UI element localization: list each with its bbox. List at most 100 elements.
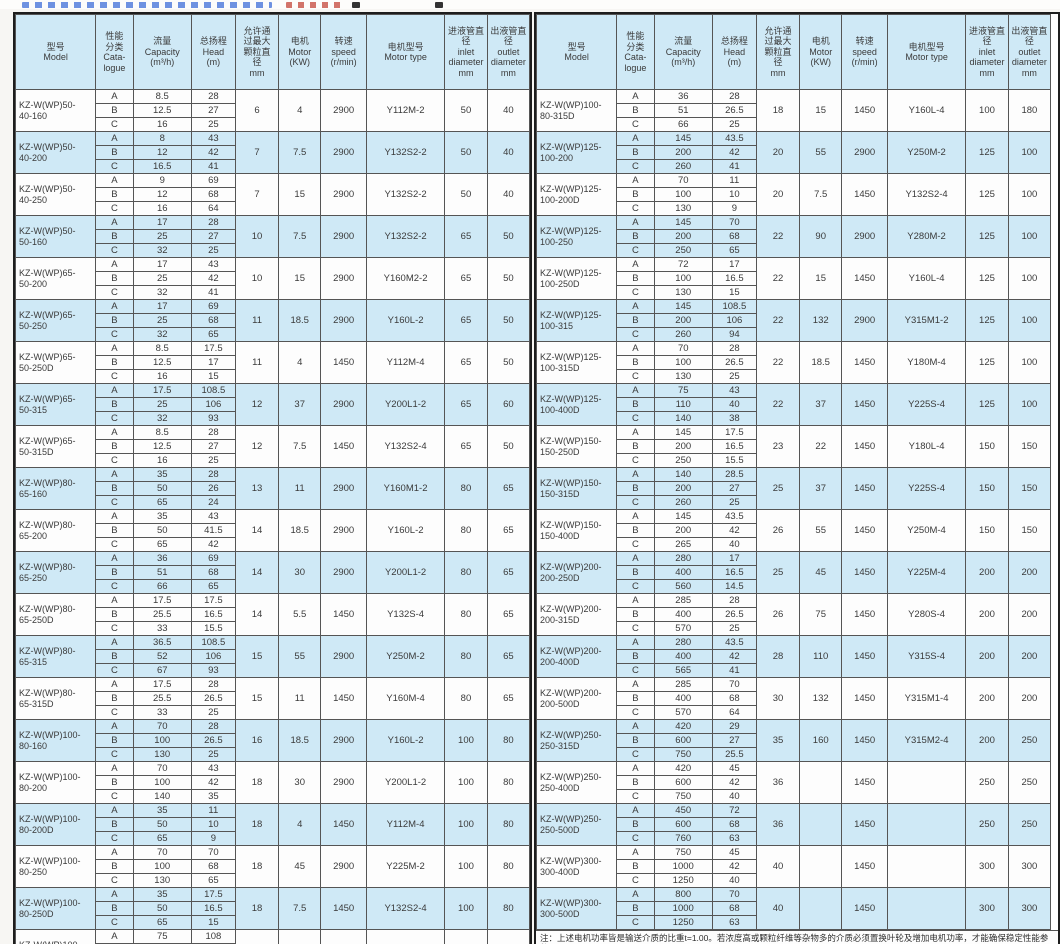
capacity-cell: 12	[132, 187, 192, 202]
catalogue-cell: C	[616, 705, 655, 720]
catalogue-cell: C	[95, 327, 134, 342]
header-row: 型号 Model 性能 分类 Cata-logue 流量 Capacity (m³/h) 总扬程…	[14, 14, 531, 90]
motor-type-cell: Y280M-2	[366, 929, 446, 944]
table-row: B 400 42	[537, 649, 1051, 664]
table-row: KZ-W(WP)200- 200-500D A 285 70 30 132 1450 Y315M…	[535, 677, 1052, 720]
model-cell: KZ-W(WP)80- 65-160	[14, 467, 97, 510]
outlet-cell: 200	[1007, 635, 1052, 678]
catalogue-cell: C	[616, 663, 655, 678]
head-cell: 68	[711, 817, 757, 832]
capacity-cell: 8.5	[132, 89, 192, 104]
outlet-cell: 80	[486, 761, 531, 804]
catalogue-cell: A	[95, 299, 134, 314]
head-cell: 68	[711, 691, 757, 706]
table-row: KZ-W(WP)125- 100-315D A 70 28 22 18.5 1450 Y180M…	[535, 341, 1052, 384]
head-cell: 70	[190, 845, 236, 860]
capacity-cell: 35	[132, 509, 192, 524]
table-row: C 33 25	[16, 705, 530, 720]
motor-cell: 18.5	[799, 341, 843, 384]
catalogue-cell: C	[616, 873, 655, 888]
table-row: C 67 93	[16, 663, 530, 678]
catalogue-cell: A	[95, 593, 134, 608]
capacity-cell: 36	[653, 89, 713, 104]
head-cell: 70	[711, 215, 757, 230]
outlet-cell: 100	[1007, 383, 1052, 426]
motor-cell: 37	[799, 383, 843, 426]
capacity-cell: 100	[653, 271, 713, 286]
table-row: B 100 68	[16, 859, 530, 874]
particle-cell: 18	[234, 761, 280, 804]
motor-type-cell: Y132S2-4	[366, 425, 446, 468]
header-motor: 电机 Motor (KW)	[278, 14, 322, 90]
head-cell: 27	[190, 439, 236, 454]
inlet-cell: 100	[444, 719, 488, 762]
head-cell: 70	[711, 677, 757, 692]
capacity-cell: 800	[653, 887, 713, 902]
cropped-title-fragment	[286, 2, 346, 8]
table-row: KZ-W(WP)100- 80-250D A 35 17.5 18 7.5 1450 Y132S…	[14, 887, 531, 930]
catalogue-cell: B	[95, 775, 134, 790]
catalogue-cell: C	[95, 117, 134, 132]
capacity-cell: 12.5	[132, 103, 192, 118]
catalogue-cell: C	[95, 705, 134, 720]
catalogue-cell: B	[95, 481, 134, 496]
header-capacity: 流量 Capacity (m³/h)	[132, 14, 192, 90]
table-row: KZ-W(WP)80- 65-200 A 35 43 14 18.5 2900 Y160L-2 8…	[14, 509, 531, 552]
catalogue-cell: A	[616, 131, 655, 146]
catalogue-cell: B	[95, 229, 134, 244]
capacity-cell: 100	[653, 355, 713, 370]
table-row: B 110 40	[537, 397, 1051, 412]
head-cell: 28	[190, 719, 236, 734]
catalogue-cell: A	[95, 425, 134, 440]
speed-cell: 2900	[320, 761, 368, 804]
inlet-cell: 65	[444, 425, 488, 468]
outlet-cell: 80	[486, 803, 531, 846]
catalogue-cell: B	[616, 775, 655, 790]
catalogue-cell: C	[616, 789, 655, 804]
capacity-cell: 1000	[653, 859, 713, 874]
catalogue-cell: C	[616, 327, 655, 342]
head-cell: 68	[190, 187, 236, 202]
head-cell: 108.5	[190, 635, 236, 650]
motor-type-cell: Y132S2-4	[366, 887, 446, 930]
head-cell: 17	[711, 257, 757, 272]
capacity-cell: 1250	[653, 915, 713, 930]
capacity-cell: 25	[132, 397, 192, 412]
model-cell: KZ-W(WP)100- 80-200	[14, 761, 97, 804]
outlet-cell: 300	[1007, 887, 1052, 930]
outlet-cell: 40	[486, 89, 531, 132]
table-row: B 600 68	[537, 817, 1051, 832]
motor-cell	[799, 761, 843, 804]
motor-cell: 15	[278, 173, 322, 216]
table-row: KZ-W(WP)150- 150-400D A 145 43.5 26 55 1450 Y250…	[535, 509, 1052, 552]
particle-cell: 25	[755, 551, 801, 594]
particle-cell: 22	[755, 215, 801, 258]
head-cell: 17	[190, 355, 236, 370]
catalogue-cell: B	[95, 649, 134, 664]
head-cell: 28.5	[711, 467, 757, 482]
head-cell: 63	[711, 915, 757, 930]
capacity-cell: 200	[653, 313, 713, 328]
table-row: KZ-W(WP)80- 65-250D A 17.5 17.5 14 5.5 1450 Y132…	[14, 593, 531, 636]
capacity-cell: 130	[132, 873, 192, 888]
capacity-cell: 9	[132, 173, 192, 188]
model-cell: KZ-W(WP)100- 80-250D	[14, 887, 97, 930]
capacity-cell: 65	[132, 831, 192, 846]
header-speed: 转速 speed (r/min)	[841, 14, 889, 90]
capacity-cell: 400	[653, 691, 713, 706]
outlet-cell: 65	[486, 677, 531, 720]
catalogue-cell: A	[616, 467, 655, 482]
outlet-cell: 150	[1007, 467, 1052, 510]
catalogue-cell: C	[95, 621, 134, 636]
particle-cell: 12	[234, 425, 280, 468]
catalogue-cell: B	[616, 145, 655, 160]
capacity-cell: 17	[132, 257, 192, 272]
head-cell: 25	[711, 369, 757, 384]
capacity-cell: 285	[653, 677, 713, 692]
capacity-cell: 35	[132, 467, 192, 482]
table-row: KZ-W(WP)250- 250-400D A 420 45 36 1450 250 250	[535, 761, 1052, 804]
head-cell: 25	[190, 453, 236, 468]
table-row: C 250 65	[537, 243, 1051, 258]
capacity-cell: 600	[653, 733, 713, 748]
capacity-cell: 75	[132, 929, 192, 944]
